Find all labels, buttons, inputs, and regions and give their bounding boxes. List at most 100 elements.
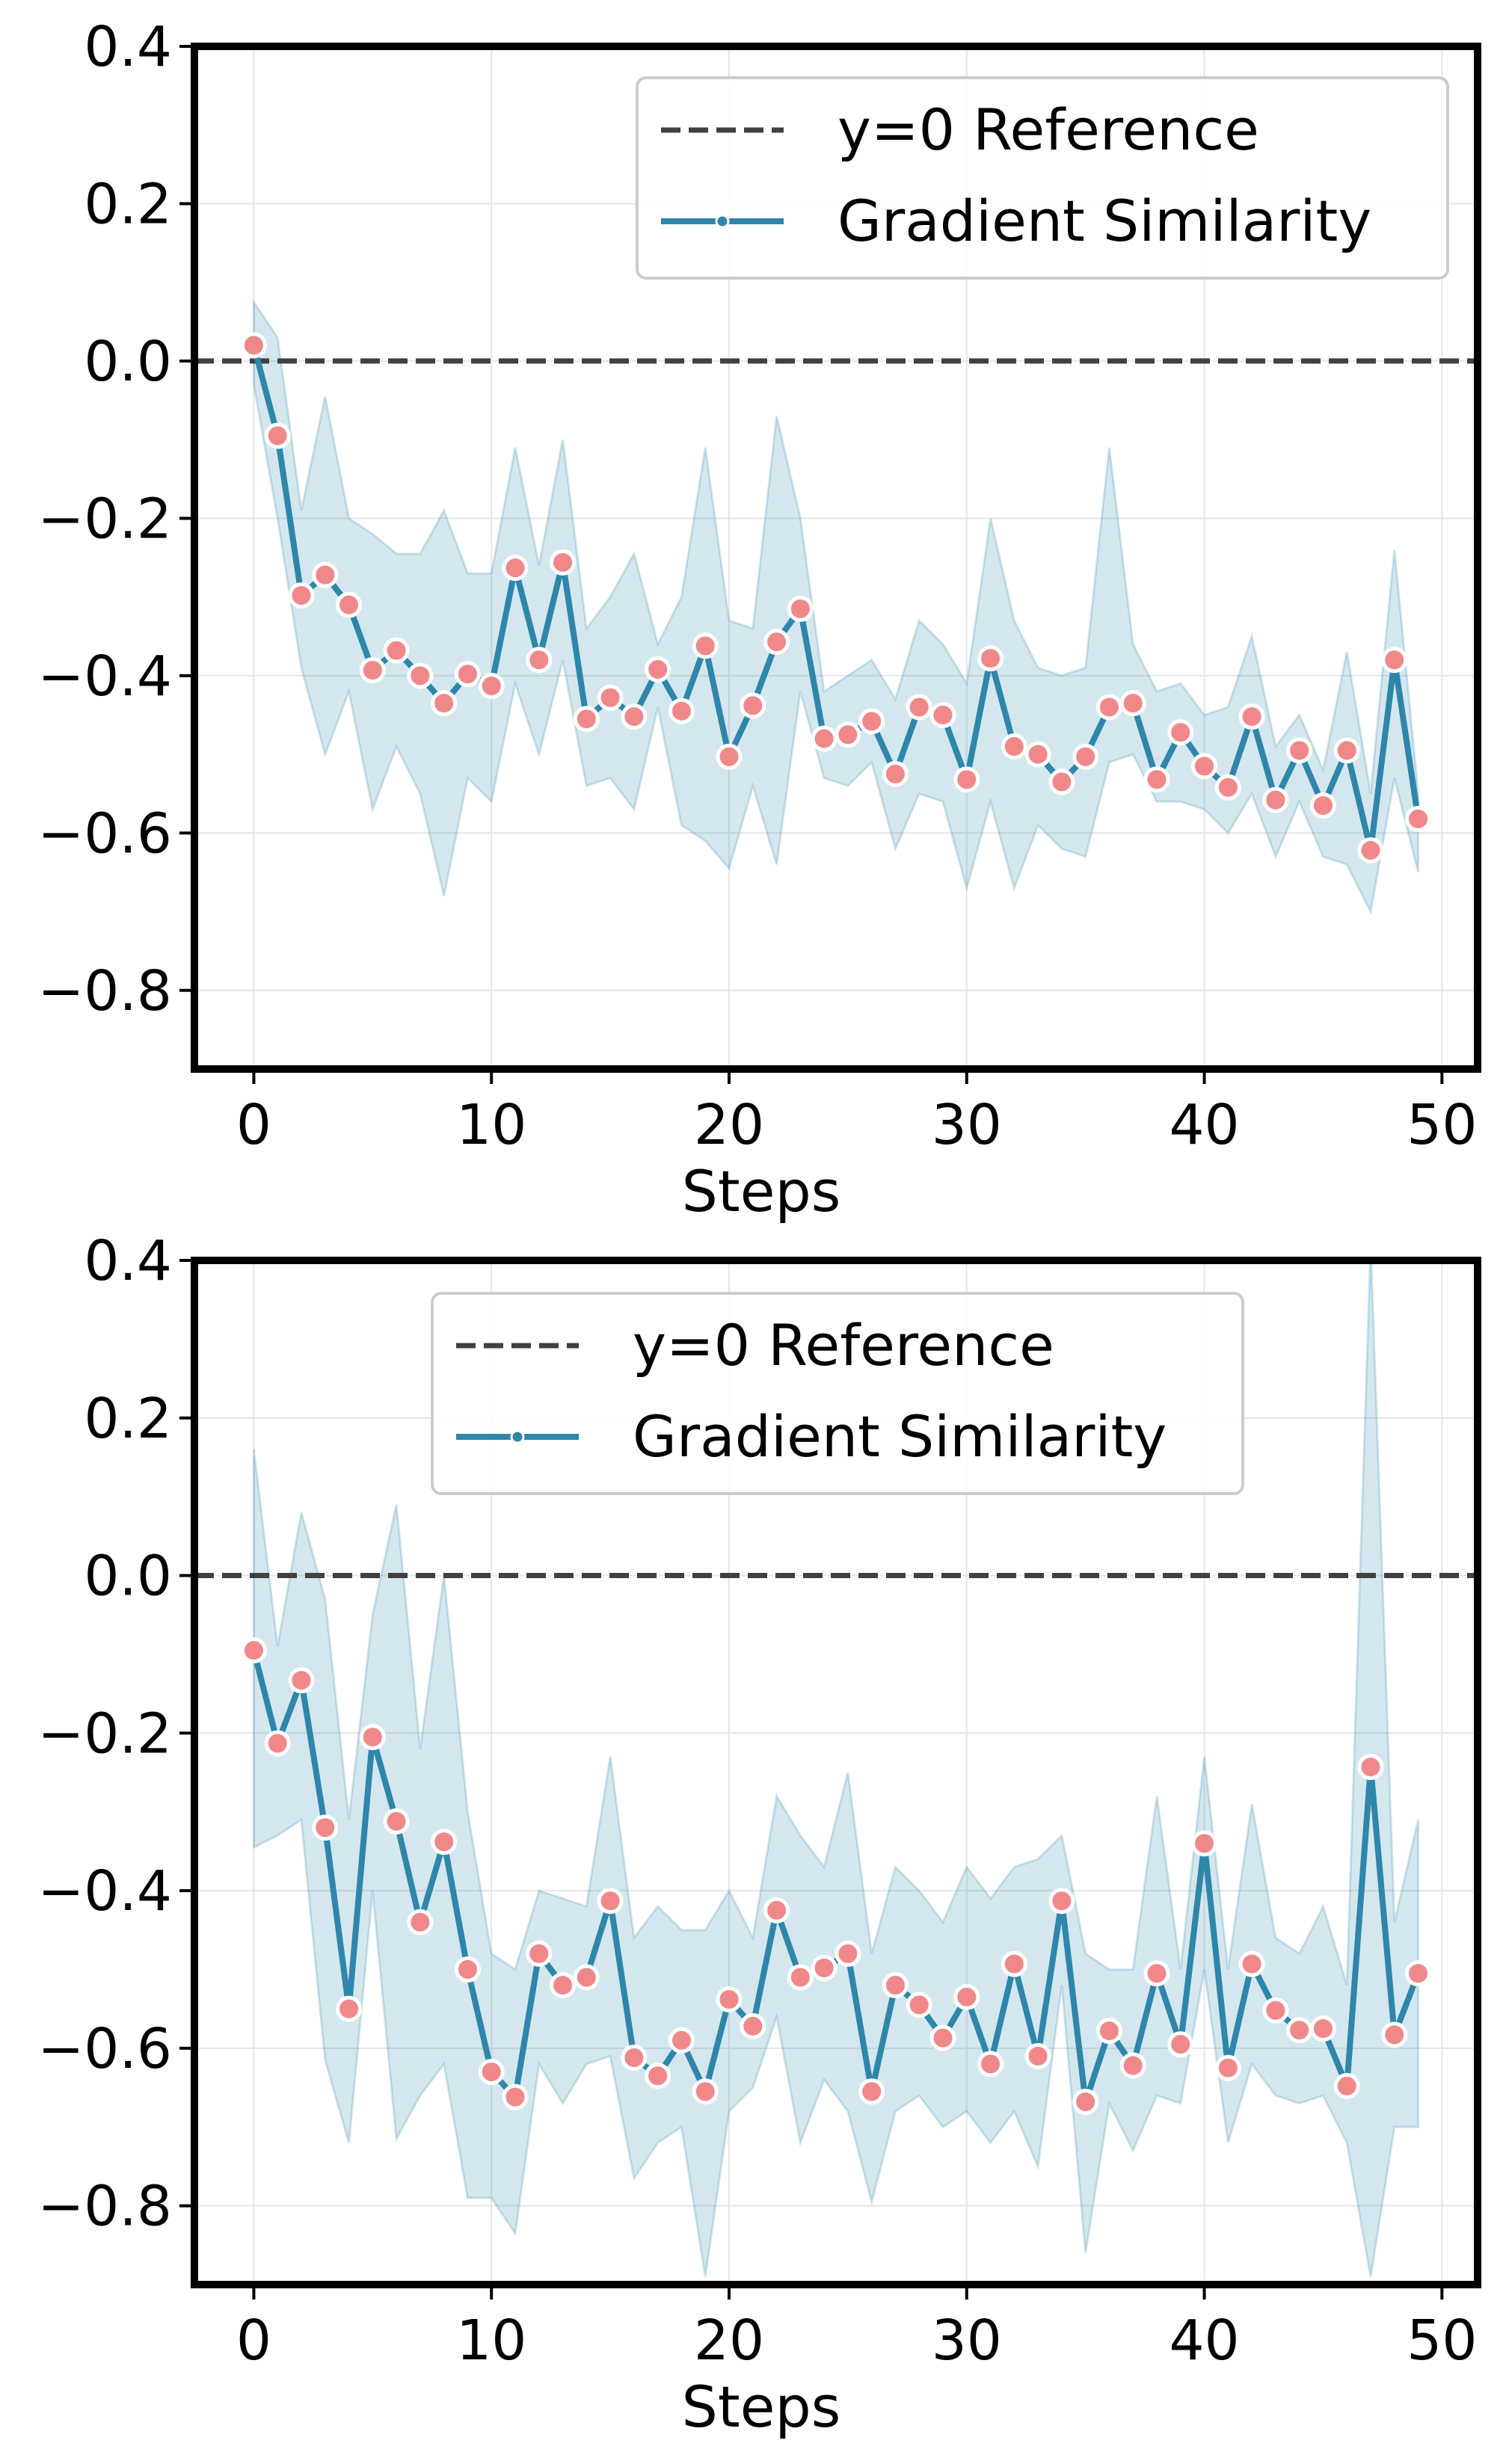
data-point bbox=[1143, 1960, 1170, 1987]
data-point bbox=[1119, 690, 1146, 717]
data-point bbox=[1167, 2031, 1194, 2058]
data-point bbox=[1238, 703, 1265, 730]
plot-content bbox=[194, 298, 1478, 916]
x-tick-label: 20 bbox=[694, 2309, 764, 2373]
data-point bbox=[478, 2058, 505, 2085]
data-point bbox=[1309, 2015, 1336, 2042]
axes-frame bbox=[191, 43, 1481, 1073]
y-tick-label: −0.6 bbox=[37, 2017, 172, 2081]
data-point bbox=[1048, 769, 1075, 795]
legend-series-label: Gradient Similarity bbox=[633, 1403, 1167, 1470]
data-point bbox=[835, 721, 861, 748]
plot-content bbox=[194, 1260, 1478, 2277]
data-point bbox=[407, 1909, 434, 1935]
data-point bbox=[1119, 2052, 1146, 2079]
data-point bbox=[383, 1808, 410, 1835]
y-tick-label: −0.8 bbox=[37, 2175, 172, 2239]
data-point bbox=[1024, 741, 1051, 768]
x-tick-label: 10 bbox=[456, 1093, 526, 1157]
data-point bbox=[1072, 2089, 1099, 2116]
data-point bbox=[811, 1954, 837, 1981]
data-point bbox=[906, 694, 932, 721]
data-point bbox=[953, 1983, 980, 2010]
data-point bbox=[526, 647, 553, 674]
legend-reference-label: y=0 Reference bbox=[837, 96, 1259, 163]
data-point bbox=[716, 1986, 743, 2013]
y-tick-label: 0.0 bbox=[84, 330, 172, 394]
data-point bbox=[1357, 837, 1384, 863]
data-point bbox=[454, 1956, 481, 1983]
data-point bbox=[1191, 1830, 1218, 1857]
data-point bbox=[526, 1940, 553, 1967]
legend: y=0 Reference Gradient Similarity bbox=[431, 1292, 1244, 1495]
data-point bbox=[431, 1829, 458, 1855]
legend-series-marker bbox=[510, 1429, 525, 1444]
data-point bbox=[763, 629, 790, 656]
x-tick-label: 10 bbox=[456, 2309, 526, 2373]
legend-box bbox=[636, 76, 1449, 280]
data-point bbox=[1001, 1950, 1027, 1977]
top-chart-panel: 0 10 20 30 40 50 −0.8 −0.6 −0.4 −0.2 0.0 0.2 0.4 Step… bbox=[37, 15, 1481, 1225]
data-point bbox=[1048, 1888, 1075, 1915]
data-point bbox=[977, 2051, 1004, 2078]
data-point bbox=[336, 591, 363, 618]
data-point bbox=[502, 2083, 529, 2110]
data-point bbox=[1167, 719, 1194, 746]
y-tick-label: 0.2 bbox=[84, 1387, 172, 1451]
y-tick-label: −0.2 bbox=[37, 487, 172, 551]
y-tick-label: −0.6 bbox=[37, 801, 172, 866]
data-point bbox=[692, 2078, 719, 2105]
data-point bbox=[882, 1972, 909, 1999]
data-point bbox=[1214, 2054, 1241, 2081]
data-point bbox=[431, 690, 458, 717]
data-point bbox=[1001, 733, 1027, 760]
data-point bbox=[573, 706, 600, 733]
legend-box bbox=[431, 1292, 1244, 1495]
data-point bbox=[1381, 2021, 1408, 2048]
data-point bbox=[763, 1897, 790, 1924]
data-point bbox=[240, 1637, 267, 1664]
data-point bbox=[1286, 2017, 1313, 2044]
data-point bbox=[668, 2027, 695, 2054]
data-point bbox=[597, 684, 624, 711]
x-tick-label: 30 bbox=[932, 2309, 1002, 2373]
legend-reference-label: y=0 Reference bbox=[633, 1312, 1054, 1379]
data-point bbox=[1072, 743, 1099, 770]
data-point bbox=[383, 637, 410, 664]
data-point bbox=[953, 766, 980, 793]
data-point bbox=[407, 662, 434, 689]
x-tick-label: 40 bbox=[1169, 1093, 1239, 1157]
legend-series-label: Gradient Similarity bbox=[837, 188, 1371, 254]
x-axis-title: Steps bbox=[682, 2374, 841, 2440]
data-point bbox=[359, 1724, 386, 1751]
data-point bbox=[1095, 2018, 1122, 2045]
gradient-similarity-line bbox=[251, 1649, 1422, 2105]
x-axis-title: Steps bbox=[682, 1158, 841, 1225]
y-tick-label: 0.4 bbox=[84, 15, 172, 79]
bottom-chart-panel: 0 10 20 30 40 50 −0.8 −0.6 −0.4 −0.2 0.0 0.2 0.4 Step… bbox=[37, 1229, 1481, 2440]
data-point bbox=[621, 2044, 648, 2071]
data-point bbox=[621, 703, 648, 730]
data-point bbox=[1405, 1960, 1432, 1987]
y-tick-label: −0.2 bbox=[37, 1701, 172, 1766]
data-point bbox=[1333, 2072, 1360, 2099]
data-point bbox=[550, 549, 577, 576]
data-point bbox=[787, 1964, 814, 1991]
data-point bbox=[1286, 737, 1313, 764]
data-point bbox=[336, 1995, 363, 2022]
x-tick-label: 20 bbox=[694, 1093, 764, 1157]
data-point bbox=[740, 692, 766, 719]
legend-series-marker bbox=[715, 214, 730, 229]
data-point bbox=[312, 561, 339, 588]
data-point bbox=[692, 632, 719, 659]
data-point bbox=[1191, 753, 1218, 780]
data-point bbox=[1024, 2042, 1051, 2069]
data-point bbox=[288, 1667, 315, 1694]
data-point bbox=[1381, 647, 1408, 674]
data-point bbox=[645, 656, 671, 683]
data-point bbox=[597, 1888, 624, 1915]
data-point bbox=[740, 2012, 766, 2039]
data-point bbox=[1262, 1997, 1289, 2024]
data-point bbox=[929, 701, 956, 728]
data-point bbox=[858, 708, 885, 735]
